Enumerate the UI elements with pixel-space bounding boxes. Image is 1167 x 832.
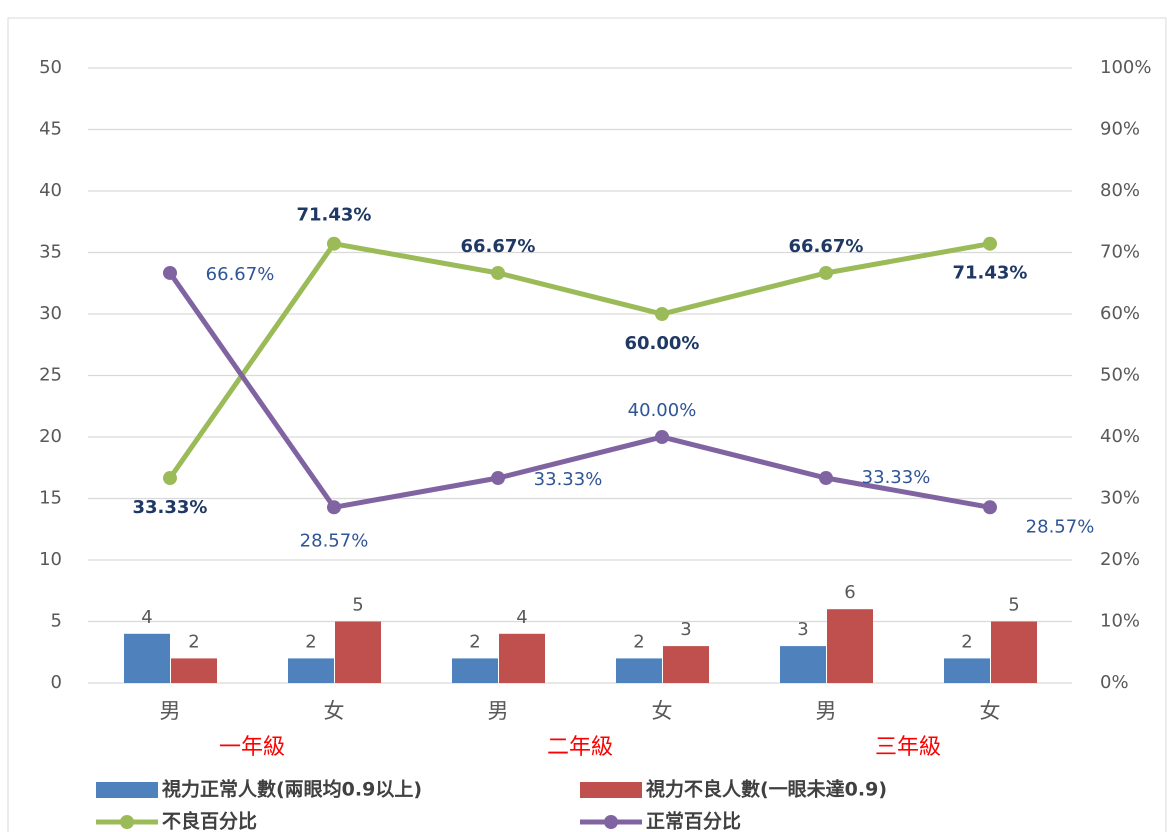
bar-value-label: 2 — [961, 631, 972, 652]
line-point — [819, 265, 833, 280]
y-tick-label: 50 — [39, 57, 62, 78]
line — [167, 271, 991, 511]
bar — [335, 621, 381, 683]
y-tick-label: 20 — [39, 426, 62, 447]
line-value-label: 33.33% — [534, 469, 603, 490]
legend-label: 視力不良人數(一眼未達0.9) — [645, 778, 887, 801]
group-label: 二年級 — [547, 735, 613, 760]
x-tick-label: 女 — [652, 699, 673, 723]
legend-label: 視力正常人數(兩眼均0.9以上) — [161, 778, 422, 801]
legend-swatch — [96, 782, 158, 798]
line-value-label: 71.43% — [953, 263, 1028, 284]
y-tick-label: 40 — [39, 180, 62, 201]
bar-value-label: 2 — [305, 631, 316, 652]
y-tick-label: 45 — [39, 119, 62, 140]
y-tick-label: 25 — [39, 365, 62, 386]
line-point — [327, 236, 341, 251]
line-value-label: 66.67% — [789, 236, 864, 257]
line-point — [327, 500, 341, 515]
line-value-label: 66.67% — [206, 264, 275, 285]
bar-value-label: 5 — [352, 595, 363, 616]
y2-tick-label: 70% — [1100, 242, 1140, 263]
y2-tick-label: 0% — [1100, 672, 1129, 693]
legend-swatch — [120, 815, 134, 829]
y-tick-label: 5 — [51, 611, 62, 632]
y-tick-label: 35 — [39, 242, 62, 263]
line-point — [983, 500, 997, 515]
x-tick-label: 男 — [816, 699, 837, 723]
y-tick-label: 15 — [39, 488, 62, 509]
line-value-label: 40.00% — [628, 400, 697, 421]
line-value-label: 66.67% — [461, 236, 536, 257]
bar — [944, 658, 990, 683]
line-value-label: 60.00% — [625, 333, 700, 354]
line — [167, 240, 991, 480]
line-point — [655, 430, 669, 444]
y2-tick-label: 60% — [1100, 303, 1140, 324]
y-tick-label: 30 — [39, 303, 62, 324]
bar — [124, 633, 170, 683]
legend-swatch — [580, 782, 642, 798]
bar-value-label: 4 — [516, 607, 527, 628]
y-tick-label: 10 — [39, 549, 62, 570]
bar — [288, 658, 334, 683]
legend-label: 不良百分比 — [162, 810, 257, 832]
y2-tick-label: 90% — [1100, 119, 1140, 140]
bar-value-label: 2 — [469, 631, 480, 652]
line-value-label: 33.33% — [862, 467, 931, 488]
legend-swatch — [604, 815, 618, 829]
line-value-label: 28.57% — [1026, 516, 1095, 537]
line-point — [655, 307, 669, 321]
y2-tick-label: 100% — [1100, 57, 1151, 78]
group-label: 三年級 — [875, 735, 941, 760]
bar — [616, 658, 662, 683]
bar — [663, 646, 709, 683]
line-point — [983, 236, 997, 251]
bar-value-label: 3 — [797, 619, 808, 640]
y2-tick-label: 40% — [1100, 426, 1140, 447]
x-tick-label: 男 — [160, 699, 181, 723]
line-value-label: 71.43% — [297, 205, 372, 226]
bar — [171, 658, 217, 683]
chart-frame — [7, 17, 1167, 832]
y2-tick-label: 80% — [1100, 180, 1140, 201]
group-label: 一年級 — [219, 735, 285, 760]
line-value-label: 33.33% — [133, 497, 208, 518]
line-point — [163, 265, 177, 280]
bar-value-label: 5 — [1008, 595, 1019, 616]
bar-value-label: 2 — [188, 631, 199, 652]
line-point — [491, 265, 505, 280]
line-point — [491, 471, 505, 486]
bar — [991, 621, 1037, 683]
x-tick-label: 女 — [324, 699, 345, 723]
x-tick-label: 女 — [980, 699, 1001, 723]
bar — [827, 609, 873, 683]
y2-tick-label: 50% — [1100, 365, 1140, 386]
bar-value-label: 3 — [680, 619, 691, 640]
bar — [499, 633, 545, 683]
bar — [780, 646, 826, 683]
bar — [452, 658, 498, 683]
line-value-label: 28.57% — [300, 530, 369, 551]
line-point — [163, 471, 177, 486]
y2-tick-label: 30% — [1100, 488, 1140, 509]
bar-value-label: 4 — [141, 607, 152, 628]
y2-tick-label: 10% — [1100, 611, 1140, 632]
bar-value-label: 2 — [633, 631, 644, 652]
legend-label: 正常百分比 — [646, 810, 741, 832]
y-tick-label: 0 — [51, 672, 62, 693]
y2-tick-label: 20% — [1100, 549, 1140, 570]
bar-value-label: 6 — [844, 582, 855, 603]
line-point — [819, 471, 833, 486]
x-tick-label: 男 — [488, 699, 509, 723]
